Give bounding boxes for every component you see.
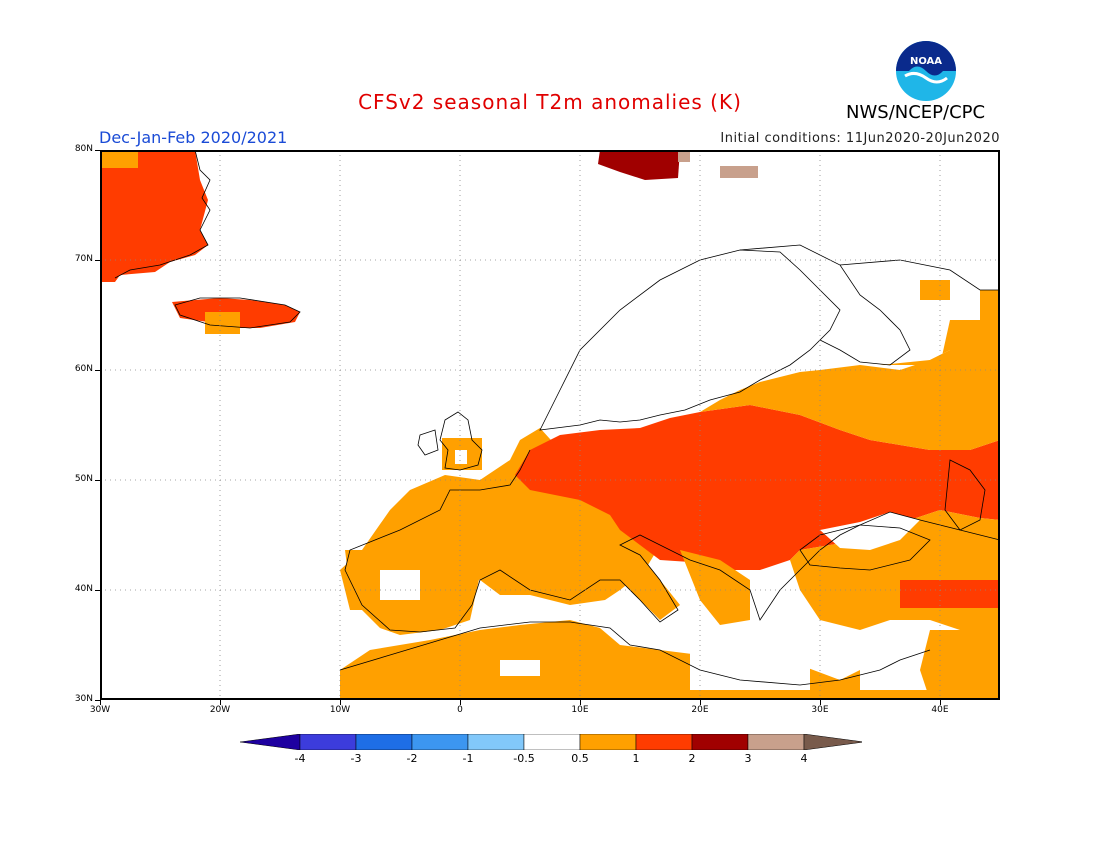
legend-level-label: -3 bbox=[350, 752, 362, 765]
logo-text: NOAA bbox=[910, 56, 942, 67]
legend-level-label: -2 bbox=[406, 752, 418, 765]
lat-label: 40N bbox=[74, 584, 93, 594]
agency-label: NWS/NCEP/CPC bbox=[846, 102, 986, 123]
anomaly-region-svalbard bbox=[598, 150, 680, 180]
legend-swatch bbox=[635, 733, 693, 751]
legend-swatch bbox=[579, 733, 637, 751]
lon-tick bbox=[940, 700, 941, 705]
legend-level-label: -4 bbox=[294, 752, 306, 765]
legend-swatch bbox=[523, 733, 581, 751]
legend-arrow-high bbox=[803, 733, 865, 751]
legend-swatch bbox=[411, 733, 469, 751]
legend-level-label: 3 bbox=[744, 752, 752, 765]
color-legend bbox=[239, 733, 865, 751]
lat-label: 50N bbox=[74, 474, 93, 484]
forecast-period: Dec-Jan-Feb 2020/2021 bbox=[99, 128, 288, 147]
lon-label: 10E bbox=[571, 705, 589, 715]
lon-label: 30E bbox=[811, 705, 829, 715]
legend-swatch bbox=[467, 733, 525, 751]
lat-label: 70N bbox=[74, 254, 93, 264]
legend-swatch bbox=[691, 733, 749, 751]
lon-tick bbox=[580, 700, 581, 705]
lat-label: 80N bbox=[74, 144, 93, 154]
lon-tick bbox=[820, 700, 821, 705]
legend-level-label: 0.5 bbox=[571, 752, 589, 765]
lat-tick bbox=[95, 260, 100, 261]
lon-label: 30W bbox=[89, 705, 111, 715]
legend-swatch bbox=[299, 733, 357, 751]
lon-tick bbox=[460, 700, 461, 705]
lat-tick bbox=[95, 480, 100, 481]
lat-tick bbox=[95, 700, 100, 701]
chart-title: CFSv2 seasonal T2m anomalies (K) bbox=[358, 90, 742, 114]
lat-tick bbox=[95, 370, 100, 371]
anomaly-region-greenland bbox=[100, 150, 208, 282]
lon-tick bbox=[100, 700, 101, 705]
initial-conditions: Initial conditions: 11Jun2020-20Jun2020 bbox=[720, 131, 1000, 146]
lon-label: 20E bbox=[691, 705, 709, 715]
lat-tick bbox=[95, 150, 100, 151]
legend-level-label: 1 bbox=[632, 752, 640, 765]
lon-label: 40E bbox=[931, 705, 949, 715]
legend-level-label: 2 bbox=[688, 752, 696, 765]
legend-level-label: -1 bbox=[462, 752, 474, 765]
lat-label: 60N bbox=[74, 364, 93, 374]
noaa-logo: NOAA bbox=[895, 40, 957, 102]
legend-arrow-low bbox=[239, 733, 301, 751]
legend-swatch bbox=[747, 733, 805, 751]
legend-level-label: -0.5 bbox=[513, 752, 535, 765]
anomaly-map bbox=[100, 150, 1000, 700]
lon-label: 10W bbox=[329, 705, 351, 715]
lon-label: 20W bbox=[209, 705, 231, 715]
legend-level-label: 4 bbox=[800, 752, 808, 765]
lon-label: 0 bbox=[457, 705, 463, 715]
lon-tick bbox=[700, 700, 701, 705]
lon-tick bbox=[220, 700, 221, 705]
anomaly-region-russia-east bbox=[880, 290, 1000, 365]
lat-tick bbox=[95, 590, 100, 591]
legend-swatch bbox=[355, 733, 413, 751]
lat-label: 30N bbox=[74, 694, 93, 704]
lon-tick bbox=[340, 700, 341, 705]
